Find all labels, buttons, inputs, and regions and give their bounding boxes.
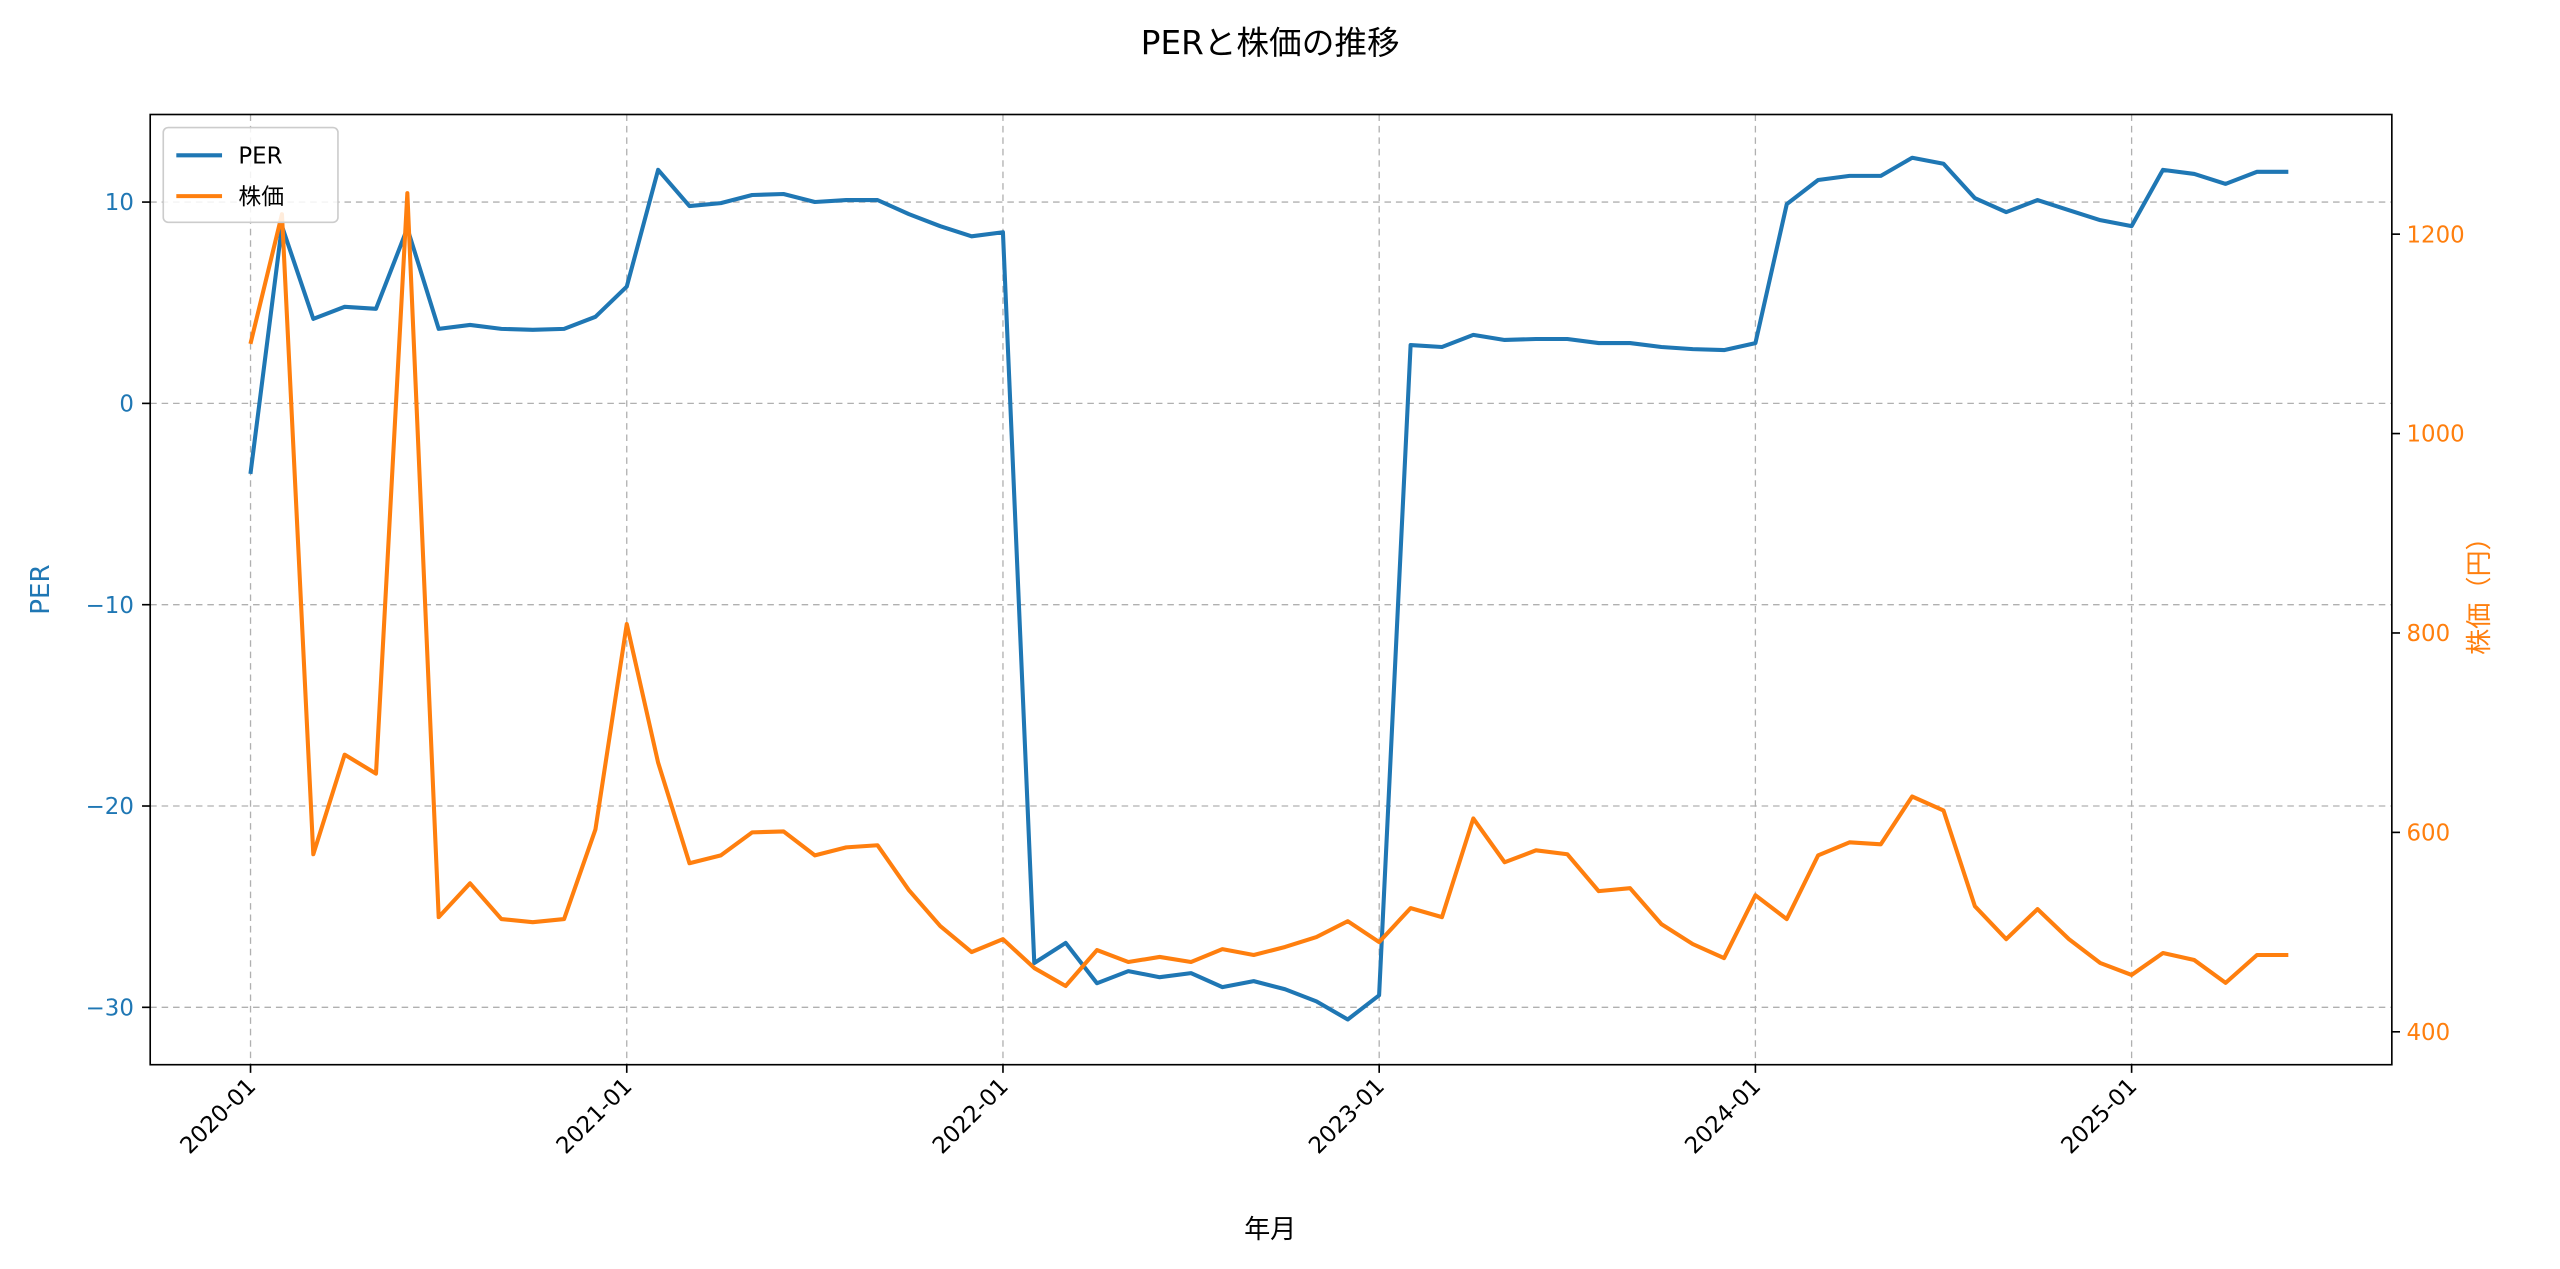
price-line xyxy=(248,191,2289,989)
chart-title: PERと株価の推移 xyxy=(1141,24,1400,62)
x-axis-label: 年月 xyxy=(1244,1215,1296,1245)
axis-ticks: 2020-01 2021-01 2022-01 2023-01 2024-01 2025-… xyxy=(86,190,2465,1159)
x-tick-label: 2020-01 xyxy=(175,1073,261,1159)
y-right-axis-label: 株価（円） xyxy=(2465,524,2495,655)
legend-box xyxy=(162,126,339,224)
y-left-tick-label: −10 xyxy=(86,593,134,619)
y-right-tick-label: 800 xyxy=(2407,621,2451,647)
y-right-tick-label: 600 xyxy=(2407,821,2451,847)
x-tick-label: 2022-01 xyxy=(928,1073,1014,1159)
y-left-tick-label: 10 xyxy=(105,190,134,216)
x-tick-label: 2023-01 xyxy=(1304,1073,1390,1159)
series-lines xyxy=(248,155,2289,1022)
per-line xyxy=(248,155,2289,1022)
y-left-tick-label: 0 xyxy=(119,392,134,418)
x-tick-label: 2025-01 xyxy=(2057,1073,2143,1159)
plot-frame xyxy=(149,113,2393,1066)
y-right-tick-label: 400 xyxy=(2407,1020,2451,1046)
y-right-tick-label: 1200 xyxy=(2407,222,2465,248)
legend-label-per: PER xyxy=(238,143,282,169)
y-left-axis-label: PER xyxy=(26,564,56,614)
x-tick-label: 2024-01 xyxy=(1680,1073,1766,1159)
x-tick-label: 2021-01 xyxy=(552,1073,638,1159)
legend: PER 株価 xyxy=(162,126,339,224)
legend-label-price: 株価 xyxy=(238,184,284,210)
y-left-tick-label: −20 xyxy=(86,794,134,820)
y-right-tick-label: 1000 xyxy=(2407,422,2465,448)
grid-lines xyxy=(150,114,2392,1065)
y-left-tick-label: −30 xyxy=(86,995,134,1021)
